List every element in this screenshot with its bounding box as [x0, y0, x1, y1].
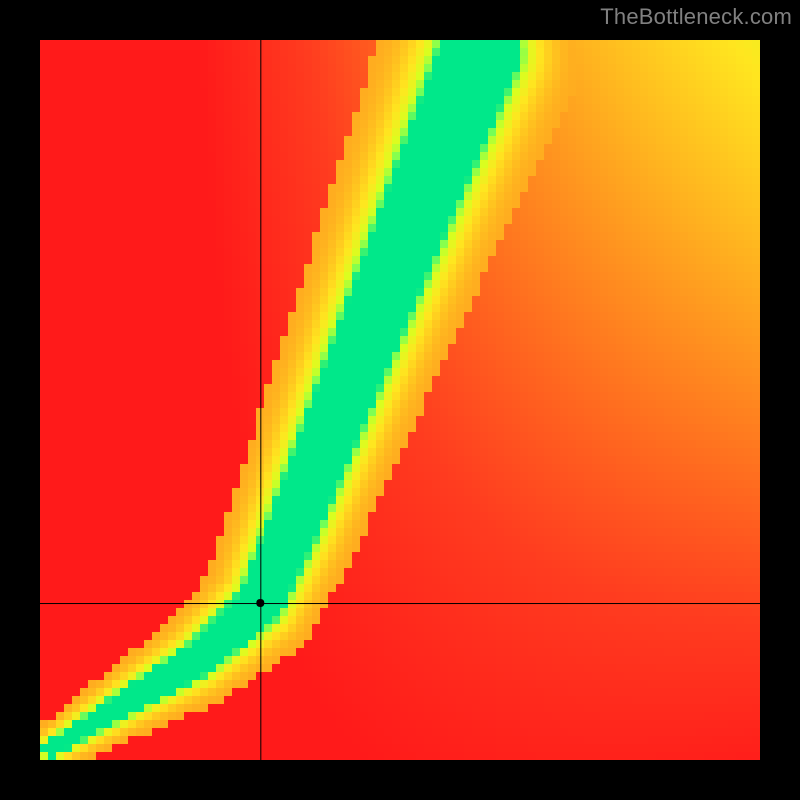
attribution-text: TheBottleneck.com [600, 4, 792, 30]
chart-container: { "attribution": { "text": "TheBottlenec… [0, 0, 800, 800]
heatmap-plot [40, 40, 760, 760]
heatmap-canvas [40, 40, 760, 760]
